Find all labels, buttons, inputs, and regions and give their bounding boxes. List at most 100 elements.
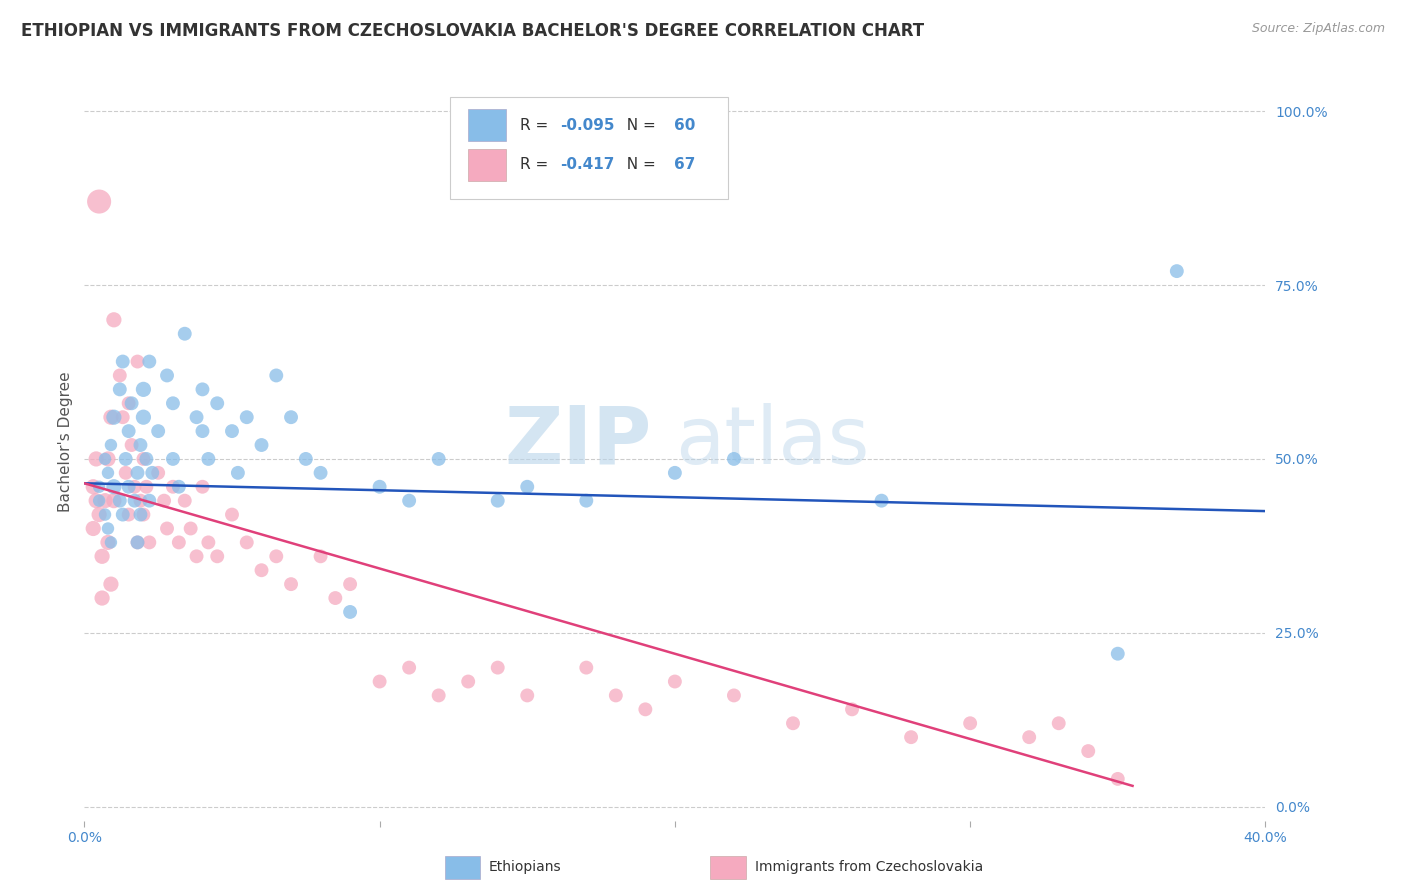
- Point: [486, 660, 509, 674]
- Point: [723, 689, 745, 703]
- Text: N =: N =: [617, 118, 661, 133]
- Point: [97, 521, 120, 535]
- Point: [87, 508, 111, 522]
- Point: [173, 326, 195, 341]
- Point: [103, 493, 125, 508]
- Point: [103, 410, 125, 425]
- Point: [87, 480, 111, 494]
- Point: [782, 716, 804, 731]
- Point: [398, 493, 420, 508]
- Point: [841, 702, 863, 716]
- Point: [108, 368, 131, 383]
- Point: [197, 451, 219, 466]
- Point: [138, 493, 160, 508]
- Point: [84, 493, 107, 508]
- Point: [97, 535, 120, 549]
- Point: [118, 508, 141, 522]
- Point: [82, 521, 104, 535]
- Text: R =: R =: [520, 157, 554, 172]
- Point: [135, 451, 157, 466]
- Point: [191, 480, 214, 494]
- Point: [127, 466, 149, 480]
- Point: [118, 424, 141, 438]
- Point: [156, 368, 179, 383]
- Point: [226, 466, 249, 480]
- Point: [457, 674, 479, 689]
- Point: [103, 313, 125, 327]
- Point: [162, 480, 184, 494]
- Point: [191, 383, 214, 397]
- Point: [111, 354, 134, 368]
- Text: atlas: atlas: [675, 402, 869, 481]
- Point: [103, 480, 125, 494]
- Point: [132, 383, 155, 397]
- FancyBboxPatch shape: [710, 856, 745, 879]
- Point: [368, 674, 391, 689]
- Point: [129, 493, 152, 508]
- Point: [118, 396, 141, 410]
- Point: [959, 716, 981, 731]
- Point: [124, 493, 146, 508]
- Point: [84, 451, 107, 466]
- Point: [516, 480, 538, 494]
- Point: [124, 480, 146, 494]
- Text: -0.417: -0.417: [561, 157, 614, 172]
- Point: [309, 549, 332, 564]
- Text: Source: ZipAtlas.com: Source: ZipAtlas.com: [1251, 22, 1385, 36]
- Point: [325, 591, 347, 605]
- Point: [1107, 647, 1129, 661]
- Point: [108, 383, 131, 397]
- Point: [197, 535, 219, 549]
- Point: [91, 591, 114, 605]
- Point: [634, 702, 657, 716]
- Point: [266, 549, 288, 564]
- Point: [207, 396, 229, 410]
- Point: [91, 549, 114, 564]
- Point: [167, 535, 190, 549]
- Point: [427, 451, 450, 466]
- Point: [127, 535, 149, 549]
- Point: [100, 577, 122, 591]
- Point: [114, 451, 136, 466]
- Point: [1107, 772, 1129, 786]
- Point: [132, 451, 155, 466]
- Y-axis label: Bachelor's Degree: Bachelor's Degree: [58, 371, 73, 512]
- Point: [100, 410, 122, 425]
- Point: [1166, 264, 1188, 278]
- Point: [236, 535, 259, 549]
- Point: [132, 410, 155, 425]
- Point: [100, 535, 122, 549]
- Point: [180, 521, 202, 535]
- Point: [1077, 744, 1099, 758]
- Point: [280, 410, 302, 425]
- Point: [186, 549, 208, 564]
- Point: [1018, 730, 1040, 744]
- Point: [118, 480, 141, 494]
- Point: [97, 451, 120, 466]
- Point: [162, 451, 184, 466]
- Text: 60: 60: [673, 118, 695, 133]
- Point: [153, 493, 176, 508]
- Point: [280, 577, 302, 591]
- Point: [664, 674, 686, 689]
- Point: [186, 410, 208, 425]
- Point: [427, 689, 450, 703]
- Point: [148, 424, 170, 438]
- Point: [723, 451, 745, 466]
- Text: N =: N =: [617, 157, 661, 172]
- Point: [167, 480, 190, 494]
- FancyBboxPatch shape: [468, 149, 506, 181]
- Point: [162, 396, 184, 410]
- Point: [339, 577, 361, 591]
- Point: [127, 354, 149, 368]
- Point: [207, 549, 229, 564]
- Point: [250, 438, 273, 452]
- Point: [111, 410, 134, 425]
- Point: [87, 194, 111, 209]
- Point: [111, 508, 134, 522]
- Point: [486, 493, 509, 508]
- Point: [135, 480, 157, 494]
- FancyBboxPatch shape: [444, 856, 479, 879]
- Point: [339, 605, 361, 619]
- Point: [82, 480, 104, 494]
